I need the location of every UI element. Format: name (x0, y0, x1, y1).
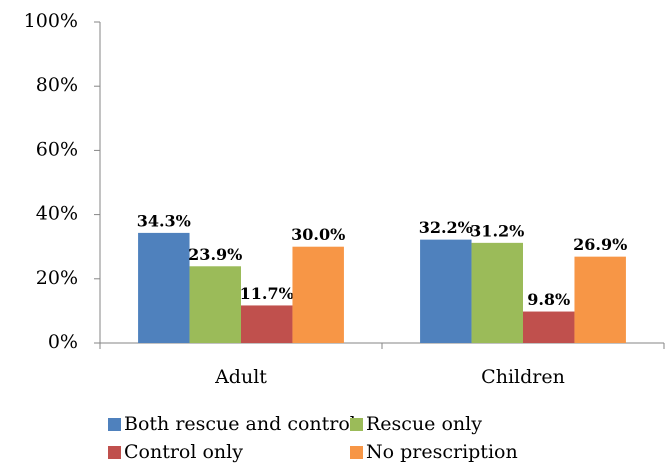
legend-label: Both rescue and control (124, 413, 356, 435)
value-label: 26.9% (573, 235, 627, 254)
bar (471, 242, 523, 343)
bar (292, 246, 344, 343)
value-label: 31.2% (470, 221, 524, 240)
bar (420, 239, 472, 343)
value-label: 23.9% (188, 245, 242, 264)
legend-label: Control only (124, 441, 243, 463)
y-tick-label: 40% (36, 203, 78, 225)
y-tick-label: 80% (36, 74, 78, 96)
bar (189, 266, 241, 343)
value-label: 11.7% (240, 284, 294, 303)
legend-swatch (350, 418, 363, 431)
value-label: 30.0% (291, 225, 345, 244)
legend-swatch (108, 446, 121, 459)
bar (241, 305, 293, 343)
bar (138, 232, 190, 343)
value-label: 9.8% (527, 290, 570, 309)
y-tick-label: 20% (36, 267, 78, 289)
legend-label: Rescue only (366, 413, 482, 435)
legend-swatch (108, 418, 121, 431)
bar (574, 256, 626, 343)
y-tick-label: 0% (48, 331, 78, 353)
value-label: 32.2% (419, 218, 473, 237)
value-label: 34.3% (137, 211, 191, 230)
x-tick-label: Adult (214, 366, 267, 388)
y-tick-label: 60% (36, 138, 78, 160)
legend-swatch (350, 446, 363, 459)
x-tick-label: Children (481, 366, 565, 388)
legend-label: No prescription (366, 441, 518, 463)
y-tick-label: 100% (24, 10, 78, 32)
bar (523, 311, 575, 343)
